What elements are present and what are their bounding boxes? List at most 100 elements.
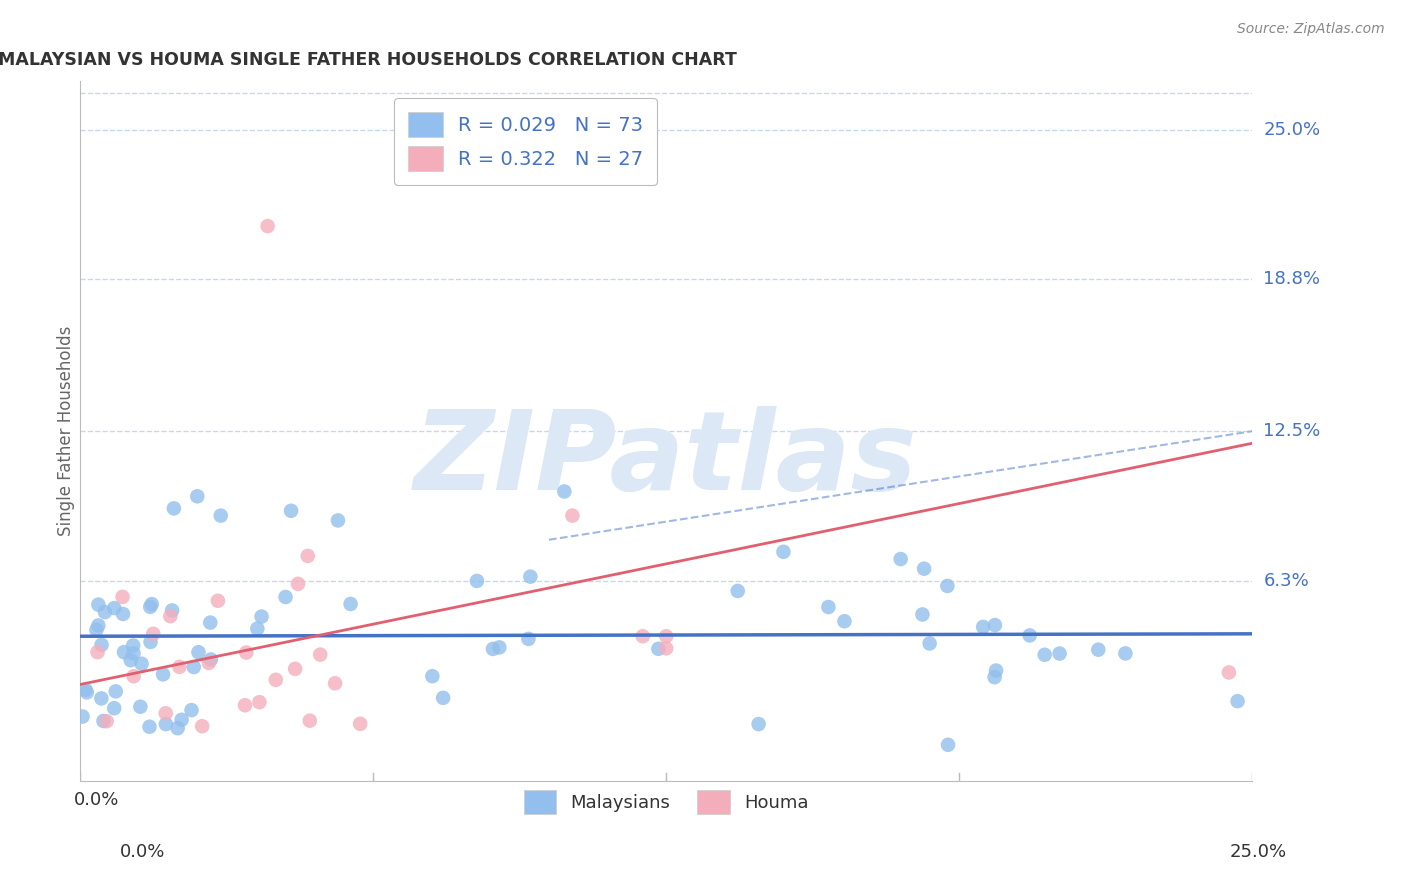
Point xyxy=(191,719,214,733)
Text: ZIPatlas: ZIPatlas xyxy=(415,406,918,513)
Point xyxy=(72,709,94,723)
Point xyxy=(169,660,191,674)
Point xyxy=(772,545,794,559)
Point xyxy=(233,698,256,713)
Point xyxy=(142,627,165,641)
Point xyxy=(482,641,505,656)
Point xyxy=(553,484,575,499)
Point xyxy=(75,682,97,697)
Text: Source: ZipAtlas.com: Source: ZipAtlas.com xyxy=(1237,22,1385,37)
Point xyxy=(1114,647,1136,661)
Point xyxy=(1226,694,1249,708)
Text: 25.0%: 25.0% xyxy=(1264,120,1320,138)
Point xyxy=(103,601,125,615)
Point xyxy=(200,652,222,666)
Point xyxy=(163,501,186,516)
Text: 0.0%: 0.0% xyxy=(120,843,165,861)
Point xyxy=(111,607,134,621)
Point xyxy=(1018,628,1040,642)
Point xyxy=(918,636,941,650)
Point xyxy=(200,615,222,630)
Text: 12.5%: 12.5% xyxy=(1264,422,1320,440)
Point xyxy=(111,590,134,604)
Point xyxy=(159,609,181,624)
Point xyxy=(170,713,193,727)
Point xyxy=(1049,647,1071,661)
Point xyxy=(152,667,174,681)
Point xyxy=(911,607,934,622)
Point xyxy=(936,738,959,752)
Point xyxy=(834,614,856,628)
Point xyxy=(349,716,371,731)
Point xyxy=(890,552,912,566)
Text: 0.0%: 0.0% xyxy=(75,790,120,809)
Point xyxy=(519,569,541,583)
Point xyxy=(87,598,110,612)
Point xyxy=(517,632,540,646)
Point xyxy=(249,695,271,709)
Point xyxy=(984,664,1007,678)
Point xyxy=(912,562,935,576)
Point xyxy=(1087,642,1109,657)
Point xyxy=(420,669,443,683)
Point xyxy=(936,579,959,593)
Point xyxy=(984,618,1007,632)
Point xyxy=(1033,648,1056,662)
Point xyxy=(141,597,163,611)
Point xyxy=(76,685,98,699)
Point xyxy=(122,669,145,683)
Point xyxy=(297,549,319,563)
Text: 6.3%: 6.3% xyxy=(1264,572,1309,590)
Point xyxy=(103,701,125,715)
Point xyxy=(561,508,583,523)
Point xyxy=(298,714,321,728)
Point xyxy=(186,489,208,503)
Point xyxy=(264,673,287,687)
Point xyxy=(280,504,302,518)
Point xyxy=(86,623,108,637)
Point xyxy=(655,629,678,643)
Point xyxy=(129,699,152,714)
Point xyxy=(131,657,153,671)
Point xyxy=(727,584,749,599)
Point xyxy=(284,662,307,676)
Point xyxy=(339,597,361,611)
Point xyxy=(972,620,994,634)
Point xyxy=(90,638,112,652)
Point xyxy=(93,714,115,728)
Point xyxy=(256,219,278,233)
Point xyxy=(209,508,232,523)
Point xyxy=(323,676,346,690)
Point xyxy=(112,645,135,659)
Point xyxy=(1218,665,1240,680)
Point xyxy=(235,646,257,660)
Point xyxy=(287,577,309,591)
Text: 25.0%: 25.0% xyxy=(1229,843,1286,861)
Point xyxy=(180,703,202,717)
Point xyxy=(183,660,205,674)
Point xyxy=(631,629,654,643)
Point xyxy=(250,609,273,624)
Point xyxy=(465,574,488,588)
Point xyxy=(139,635,162,649)
Point xyxy=(198,656,221,670)
Point xyxy=(488,640,510,655)
Point xyxy=(983,670,1005,684)
Point xyxy=(309,648,332,662)
Point xyxy=(817,600,839,615)
Point xyxy=(647,641,669,656)
Point xyxy=(120,653,142,667)
Legend: Malaysians, Houma: Malaysians, Houma xyxy=(513,780,820,824)
Point xyxy=(155,706,177,721)
Point xyxy=(655,641,678,656)
Y-axis label: Single Father Households: Single Father Households xyxy=(58,326,75,536)
Point xyxy=(96,714,118,729)
Point xyxy=(87,618,110,632)
Point xyxy=(94,605,117,619)
Point xyxy=(246,622,269,636)
Point xyxy=(138,720,160,734)
Point xyxy=(155,717,177,731)
Point xyxy=(160,603,183,617)
Point xyxy=(104,684,127,698)
Point xyxy=(274,590,297,604)
